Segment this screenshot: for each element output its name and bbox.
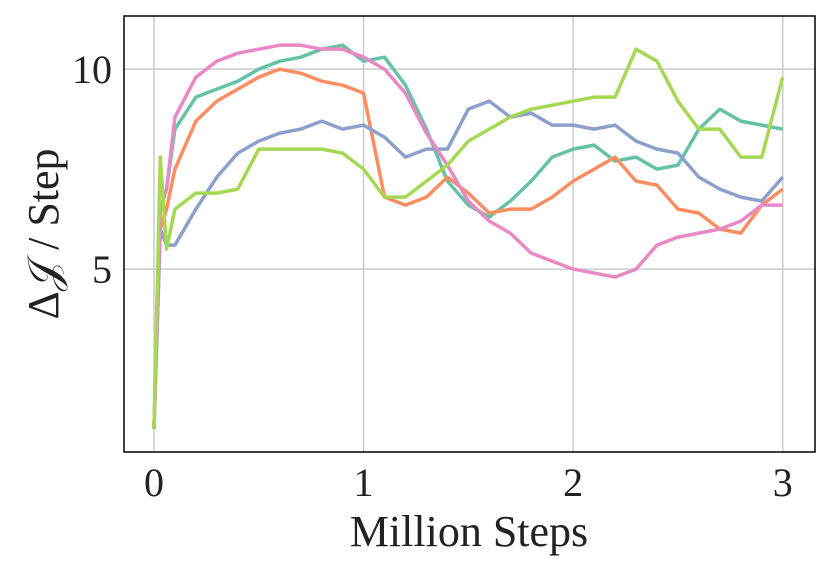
line-series — [152, 67, 784, 430]
line-series — [152, 43, 784, 430]
x-tick-label: 0 — [144, 460, 164, 505]
line-series — [152, 47, 785, 430]
y-axis-label: Δ𝒥 / Step — [19, 148, 68, 319]
x-tick-label: 1 — [354, 460, 374, 505]
y-tick-label: 5 — [92, 247, 112, 292]
line-series — [152, 43, 783, 430]
x-tick-label: 2 — [563, 460, 583, 505]
y-tick-label: 10 — [72, 47, 112, 92]
line-series — [152, 99, 785, 430]
plot-frame — [123, 15, 816, 453]
x-tick-label: 3 — [773, 460, 793, 505]
x-axis-label: Million Steps — [350, 507, 588, 556]
